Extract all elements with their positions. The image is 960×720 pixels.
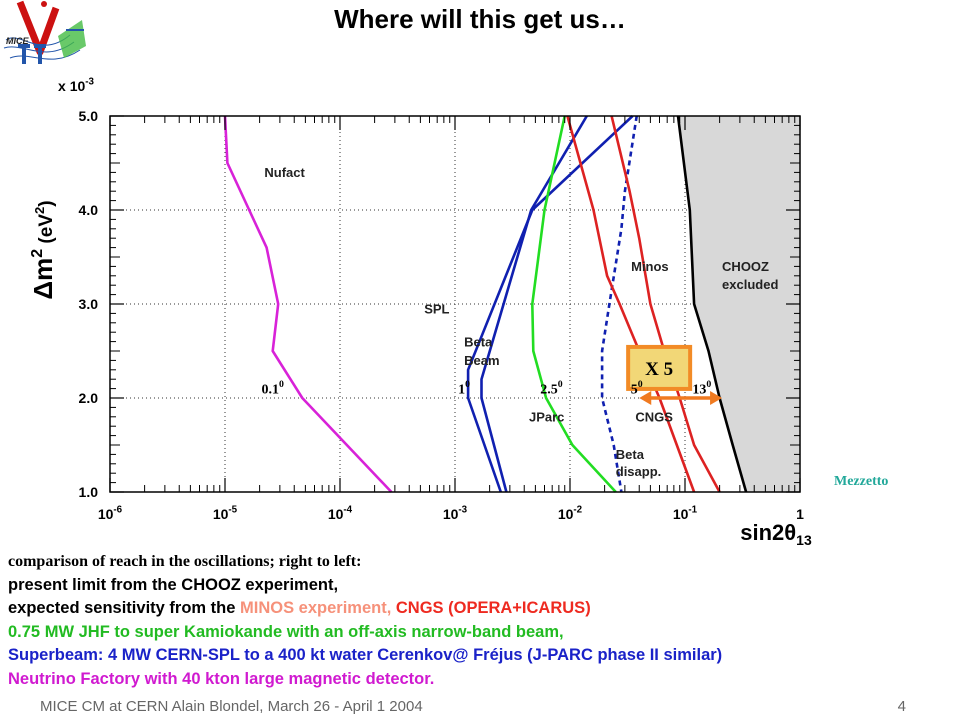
- x-tick-label: 1: [796, 506, 804, 522]
- series-line-jparc: [530, 115, 617, 493]
- x-tick-label-base: 10: [328, 506, 344, 522]
- series-line-minos: [610, 115, 721, 493]
- y-axis-label-part: Δm: [28, 258, 58, 300]
- angle-label-base: 2.5: [540, 382, 558, 397]
- sensitivity-chart: 1.02.03.04.05.010-6 10-5 10-4 10-3 10-2 10-1 1…: [28, 77, 812, 548]
- angle-label-exp: 0: [279, 379, 284, 390]
- mice-nu-logo-icon: [3, 0, 86, 64]
- arrow-head-left: [639, 391, 652, 405]
- mice-logo: MICE: [3, 0, 86, 64]
- page-number: 4: [897, 698, 906, 715]
- x-axis-label-sub: 13: [796, 532, 812, 548]
- y-axis-label-part: 2: [32, 207, 47, 214]
- caption-line: expected sensitivity from the MINOS expe…: [8, 597, 953, 621]
- curve-label: Beta: [616, 447, 645, 462]
- x-tick-label: 10-6: [98, 505, 123, 522]
- angle-label-exp: 0: [465, 379, 470, 390]
- y-axis-label-part: 2: [29, 249, 46, 258]
- angle-label: 130: [692, 379, 711, 397]
- caption-line: 0.75 MW JHF to super Kamiokande with an …: [8, 621, 953, 645]
- angle-label-exp: 0: [706, 379, 711, 390]
- y-tick-label: 2.0: [79, 390, 99, 406]
- angle-label-base: 0.1: [262, 382, 280, 397]
- angle-label-base: 13: [692, 382, 706, 397]
- y-multiplier-label-exp: -3: [85, 77, 94, 88]
- angle-label: 50: [631, 379, 643, 397]
- x-tick-label: 10-5: [213, 505, 238, 522]
- x-tick-label: 10-1: [673, 505, 698, 522]
- y-axis-label-part: (eV: [36, 214, 57, 249]
- mice-logo-text: MICE: [6, 36, 29, 46]
- series-line-spl: [466, 115, 634, 493]
- x-axis-label: sin2θ13: [740, 520, 812, 548]
- x-tick-label-exp: -3: [458, 505, 467, 516]
- caption-segment: Superbeam: 4 MW CERN-SPL to a 400 kt wat…: [8, 646, 723, 664]
- excluded-region: [678, 116, 800, 492]
- y-tick-label: 5.0: [79, 108, 99, 124]
- series-line-nufact: [223, 115, 393, 493]
- angle-label: 0.10: [262, 379, 285, 397]
- y-axis-label: Δm2 (eV2): [28, 200, 58, 299]
- curve-label: disapp.: [616, 464, 662, 479]
- angle-label-exp: 0: [638, 379, 643, 390]
- x-tick-label-base: 1: [796, 506, 804, 522]
- x-tick-label-exp: -6: [113, 505, 122, 516]
- caption-segment: present limit from the CHOOZ experiment,: [8, 575, 339, 594]
- angle-label-exp: 0: [558, 379, 563, 390]
- curve-label: JParc: [529, 410, 564, 425]
- x-axis-label-main: sin2θ: [740, 520, 796, 545]
- y-tick-label: 4.0: [79, 202, 99, 218]
- caption-segment: Neutrino Factory with 40 kton large magn…: [8, 669, 435, 688]
- caption-segment: expected sensitivity from the: [8, 599, 240, 617]
- credit-label: Mezzetto: [834, 474, 889, 489]
- x-tick-label-base: 10: [98, 506, 114, 522]
- x-tick-label-base: 10: [213, 506, 229, 522]
- y-tick-label: 1.0: [79, 484, 99, 500]
- x-tick-label-exp: -2: [573, 505, 582, 516]
- angle-label: 2.50: [540, 379, 563, 397]
- curve-label: Minos: [631, 259, 669, 274]
- series-line-chooz-excluded: [676, 115, 748, 493]
- slide-footer: MICE CM at CERN Alain Blondel, March 26 …: [40, 698, 910, 720]
- caption-segment: 0.75 MW JHF to super Kamiokande with an …: [8, 622, 564, 641]
- footer-text: MICE CM at CERN Alain Blondel, March 26 …: [40, 698, 423, 715]
- x5-annotation-box: [626, 344, 693, 391]
- caption-line: present limit from the CHOOZ experiment,: [8, 574, 953, 598]
- series-line-beta-beam: [480, 115, 588, 493]
- curve-label: excluded: [722, 277, 778, 292]
- x-tick-label: 10-3: [443, 505, 468, 522]
- curve-label: Beam: [464, 353, 499, 368]
- arrow-head-right: [710, 391, 723, 405]
- caption-lines: present limit from the CHOOZ experiment,…: [8, 574, 953, 692]
- y-axis-label-part: ): [36, 200, 57, 206]
- series-line-beta-disapp-: [600, 115, 638, 493]
- x-tick-label: 10-2: [558, 505, 583, 522]
- x-tick-label-exp: -4: [343, 505, 352, 516]
- x-tick-label: 10-4: [328, 505, 353, 522]
- angle-label: 10: [458, 379, 470, 397]
- caption-line: Superbeam: 4 MW CERN-SPL to a 400 kt wat…: [8, 644, 953, 668]
- curve-label: CNGS: [635, 410, 673, 425]
- caption-segment: MINOS experiment,: [240, 599, 396, 617]
- curve-label: Beta: [464, 334, 493, 349]
- x-tick-label-exp: -5: [228, 505, 237, 516]
- curve-label: Nufact: [264, 165, 305, 180]
- x-tick-label-base: 10: [673, 506, 689, 522]
- slide-title: Where will this get us…: [334, 4, 626, 34]
- caption-intro: comparison of reach in the oscillations;…: [8, 553, 362, 570]
- angle-label-base: 5: [631, 382, 638, 397]
- y-multiplier-label-base: x 10: [58, 78, 85, 94]
- x5-annotation-label: X 5: [645, 359, 673, 380]
- x-tick-label-exp: -1: [688, 505, 697, 516]
- x-tick-label-base: 10: [558, 506, 574, 522]
- curve-label: CHOOZ: [722, 259, 769, 274]
- angle-label-base: 1: [458, 382, 465, 397]
- caption-segment: CNGS (OPERA+ICARUS): [395, 599, 591, 617]
- x-tick-label-base: 10: [443, 506, 459, 522]
- y-multiplier-label: x 10-3: [58, 77, 95, 94]
- curve-label: SPL: [424, 301, 449, 316]
- caption-line: Neutrino Factory with 40 kton large magn…: [8, 668, 953, 692]
- caption: comparison of reach in the oscillations;…: [8, 550, 953, 691]
- y-tick-label: 3.0: [79, 296, 99, 312]
